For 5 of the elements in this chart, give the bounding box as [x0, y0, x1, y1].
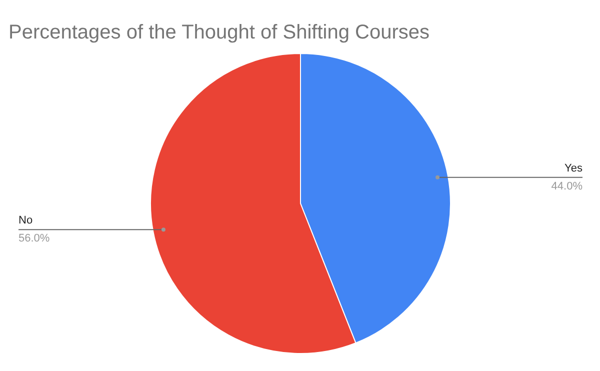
data-label: 56.0%: [18, 232, 50, 245]
data-label: 44.0%: [551, 180, 583, 192]
slice-label: No: [18, 214, 33, 227]
chart-title: Percentages of the Thought of Shifting Courses: [8, 22, 430, 44]
slice-label: Yes: [564, 162, 583, 174]
